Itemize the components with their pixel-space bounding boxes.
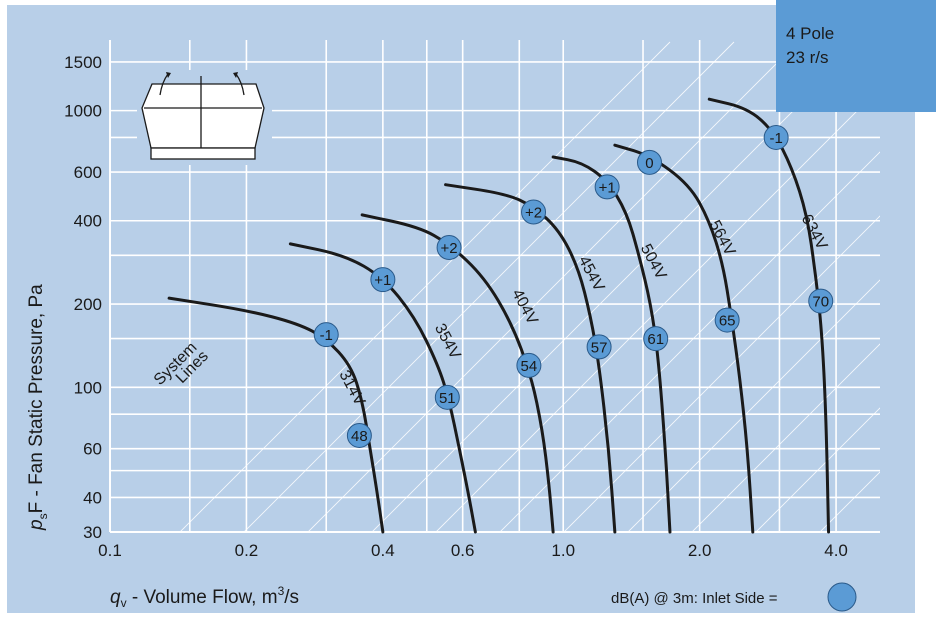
db-marker-354V-1 xyxy=(434,384,460,410)
db-marker-value: -1 xyxy=(769,130,782,147)
fan-curve-354V xyxy=(288,242,477,534)
legend-note: dB(A) @ 3m: Inlet Side = xyxy=(611,590,778,607)
x-tick-labels: 0.1 0.2 0.4 0.6 1.0 2.0 4.0 xyxy=(98,541,848,560)
db-marker-value: 70 xyxy=(812,294,829,311)
db-marker-value: 54 xyxy=(521,358,538,375)
fan-curve-454V xyxy=(444,183,617,534)
fan-curve-404V xyxy=(360,213,555,534)
db-marker-value: -1 xyxy=(320,327,333,344)
y-tick-label: 30 xyxy=(83,523,102,542)
legend-marker-icon xyxy=(827,582,857,612)
x-tick-label: 1.0 xyxy=(551,541,575,560)
system-line xyxy=(755,407,880,532)
y-tick-label: 60 xyxy=(83,440,102,459)
db-marker-354V-0 xyxy=(370,267,396,293)
db-marker-564V-0 xyxy=(636,149,662,175)
db-marker-value: +1 xyxy=(599,179,616,196)
x-tick-label: 0.2 xyxy=(235,541,259,560)
db-marker-634V-0 xyxy=(763,124,789,150)
db-marker-314V-1 xyxy=(346,422,372,448)
fan-curve-634V xyxy=(707,97,831,534)
db-marker-404V-0 xyxy=(436,235,462,261)
db-marker-404V-1 xyxy=(516,352,542,378)
y-tick-label: 600 xyxy=(74,163,102,182)
db-marker-504V-0 xyxy=(594,174,620,200)
system-line xyxy=(499,151,880,532)
system-line xyxy=(627,279,880,532)
y-axis-label: psF - Fan Static Pressure, Pa xyxy=(26,284,50,531)
badge-speed: 23 r/s xyxy=(786,48,829,67)
fan-curve-314V xyxy=(167,296,385,534)
db-marker-value: 65 xyxy=(719,313,736,330)
y-tick-label: 400 xyxy=(74,212,102,231)
db-marker-value: 51 xyxy=(439,390,456,407)
x-tick-label: 4.0 xyxy=(824,541,848,560)
pole-speed-badge: 4 Pole 23 r/s xyxy=(776,0,936,112)
system-line xyxy=(563,215,880,532)
roof-fan-icon xyxy=(137,70,272,165)
db-marker-454V-0 xyxy=(521,199,547,225)
db-marker-value: +2 xyxy=(525,205,542,222)
db-marker-564V-1 xyxy=(714,307,740,333)
x-tick-label: 0.1 xyxy=(98,541,122,560)
fan-curve-504V xyxy=(551,155,672,534)
system-line xyxy=(179,41,671,532)
db-marker-value: 61 xyxy=(647,331,664,348)
y-tick-label: 40 xyxy=(83,488,102,507)
system-line xyxy=(691,343,880,532)
db-marker-value: 57 xyxy=(591,339,608,356)
y-tick-label: 200 xyxy=(74,295,102,314)
x-axis-label: qv - Volume Flow, m3/s xyxy=(110,584,299,610)
system-line xyxy=(371,41,863,532)
db-marker-454V-1 xyxy=(586,334,612,360)
db-marker-634V-1 xyxy=(808,288,834,314)
db-marker-value: +1 xyxy=(374,272,391,289)
y-tick-label: 100 xyxy=(74,378,102,397)
db-marker-value: 48 xyxy=(351,428,368,445)
db-marker-value: 0 xyxy=(645,155,653,172)
badge-poles: 4 Pole xyxy=(786,24,835,43)
y-tick-label: 1000 xyxy=(64,102,102,121)
grid-lines xyxy=(109,40,880,533)
db-marker-504V-1 xyxy=(643,326,669,352)
y-tick-labels: 30 40 60 100 200 400 600 1000 1500 xyxy=(64,53,102,542)
system-line xyxy=(435,87,880,532)
system-line xyxy=(307,41,799,532)
y-tick-label: 1500 xyxy=(64,53,102,72)
x-tick-label: 0.4 xyxy=(371,541,395,560)
db-marker-314V-0 xyxy=(313,322,339,348)
x-tick-label: 0.6 xyxy=(451,541,475,560)
db-markers: -1 48 +1 51 +2 54 +2 57 +1 61 0 65 -1 70 xyxy=(313,124,834,448)
x-tick-label: 2.0 xyxy=(688,541,712,560)
db-marker-value: +2 xyxy=(441,240,458,257)
